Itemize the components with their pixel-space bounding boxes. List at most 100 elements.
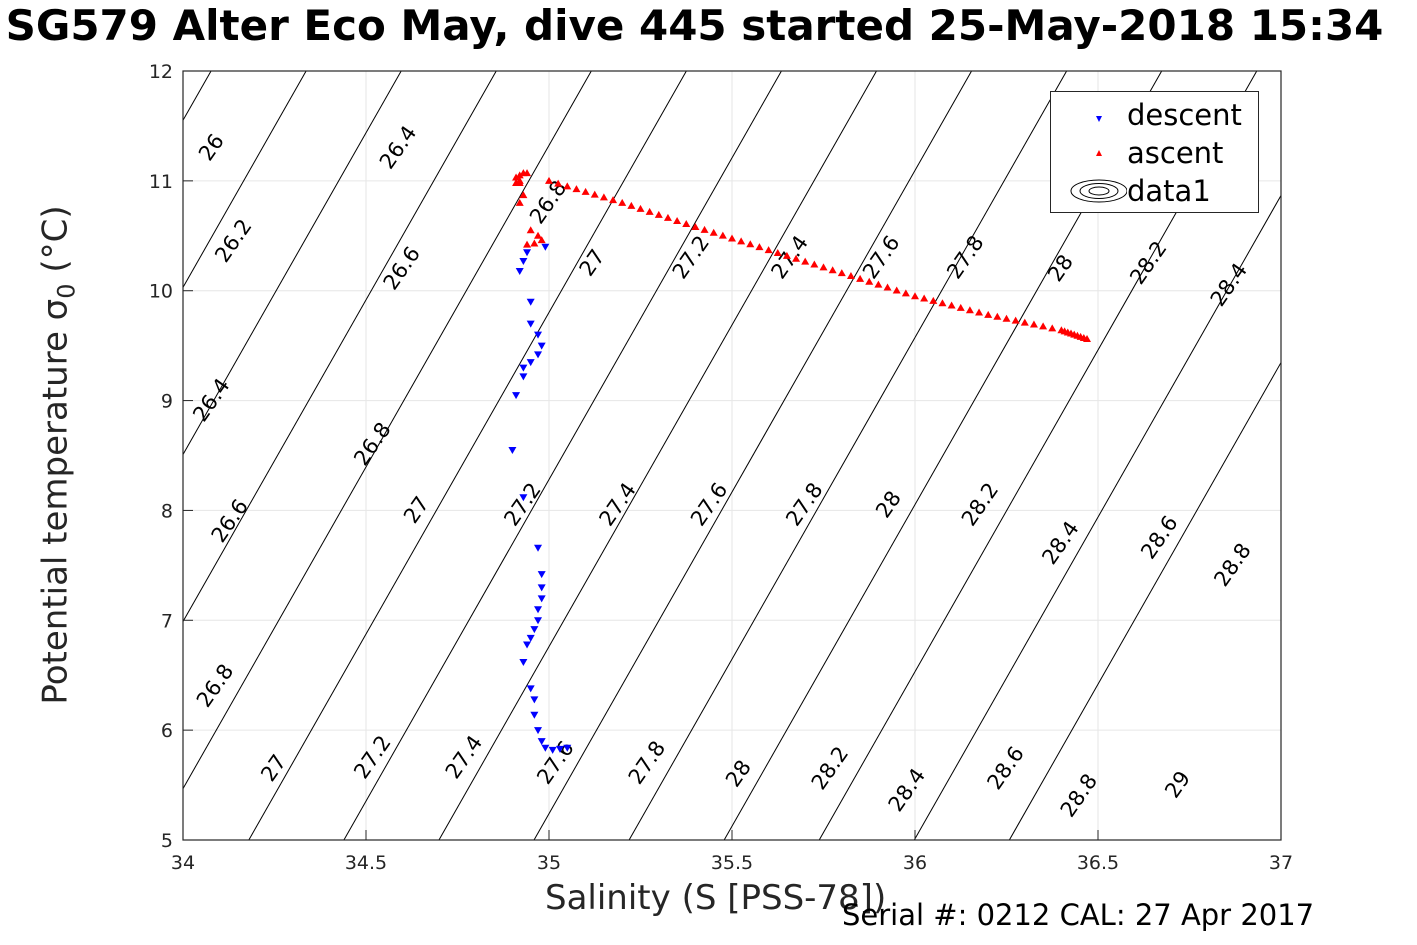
y-tick-label: 6 — [161, 720, 173, 742]
ascent-point — [700, 225, 709, 233]
density-contour-line — [182, 70, 212, 121]
ascent-point — [874, 280, 883, 288]
descent-point — [508, 447, 517, 455]
descent-point — [523, 641, 532, 649]
density-contour-line — [182, 70, 402, 455]
ascent-point — [682, 219, 691, 227]
ascent-point — [810, 260, 819, 268]
y-axis-ticks: 5 6 7 8 9 10 11 12 — [149, 61, 193, 852]
ascent-point — [627, 201, 636, 209]
ascent-point — [1011, 316, 1020, 324]
legend-label-descent: descent — [1127, 98, 1242, 132]
ascent-point — [512, 179, 521, 187]
density-contour-line — [533, 70, 972, 841]
ascent-point — [523, 240, 532, 248]
descent-point — [534, 606, 543, 614]
density-contour-line — [182, 70, 307, 288]
chart-title: SG579 Alter Eco May, dive 445 started 25… — [5, 1, 1384, 50]
ascent-point — [938, 299, 947, 307]
ascent-point — [519, 191, 528, 199]
descent-point — [534, 617, 543, 625]
y-tick-label: 8 — [161, 500, 173, 522]
legend-item-descent[interactable]: descent — [1051, 96, 1258, 134]
legend-item-data1[interactable]: data1 — [1051, 172, 1258, 210]
descent-point — [541, 243, 550, 251]
ascent-point — [819, 263, 828, 271]
descent-point — [548, 746, 557, 754]
legend[interactable]: descent ascent data1 — [1050, 91, 1259, 213]
x-tick-label: 37 — [1269, 852, 1293, 874]
legend-label-ascent: ascent — [1127, 136, 1224, 170]
density-contour-line — [343, 70, 782, 841]
density-contour-line — [913, 195, 1282, 841]
descent-point — [555, 745, 564, 753]
y-tick-label: 7 — [161, 610, 173, 632]
ascent-point — [581, 187, 590, 195]
serial-calibration-note: Serial #: 0212 CAL: 27 Apr 2017 — [842, 898, 1315, 932]
descent-point — [526, 634, 535, 642]
ascent-point — [1039, 322, 1048, 330]
y-axis-label: Potential temperature σ0 (°C) — [35, 205, 81, 705]
ascent-point — [892, 286, 901, 294]
ascent-point — [515, 171, 524, 179]
triangle-down-icon — [1096, 116, 1102, 122]
legend-item-ascent[interactable]: ascent — [1051, 134, 1258, 172]
ascent-point — [901, 289, 910, 297]
ascent-point — [512, 173, 521, 181]
ascent-point — [572, 185, 581, 193]
descent-point — [530, 626, 539, 634]
ascent-point — [654, 210, 663, 218]
ascent-point — [792, 254, 801, 262]
density-contour-line — [1008, 362, 1282, 841]
descent-point — [519, 364, 528, 372]
ascent-point — [636, 204, 645, 212]
descent-point — [537, 571, 546, 579]
ascent-point — [554, 179, 563, 187]
ascent-point — [856, 274, 865, 282]
ascent-point — [523, 169, 532, 177]
ascent-point — [746, 240, 755, 248]
y-tick-label: 9 — [161, 391, 173, 413]
ascent-point — [515, 198, 524, 206]
descent-point — [526, 359, 535, 367]
legend-label-data1: data1 — [1127, 174, 1211, 208]
descent-point — [519, 258, 528, 266]
ascent-point — [1048, 324, 1057, 332]
density-contour-line — [182, 70, 592, 789]
ascent-point — [965, 306, 974, 314]
ascent-point — [737, 237, 746, 245]
ascent-point — [782, 251, 791, 259]
ascent-point — [526, 226, 535, 234]
descent-point — [534, 544, 543, 552]
x-tick-label: 36 — [903, 852, 927, 874]
descent-point — [534, 331, 543, 339]
ascent-point — [728, 234, 736, 242]
y-tick-label: 12 — [149, 61, 173, 83]
ascent-point — [1020, 318, 1029, 326]
ascent-point — [1079, 333, 1088, 341]
descent-point — [526, 685, 535, 693]
density-contour-line — [438, 70, 877, 841]
x-tick-label: 34.5 — [345, 852, 387, 874]
ascent-point — [837, 269, 846, 277]
y-tick-label: 11 — [149, 171, 173, 193]
ascent-point — [718, 231, 727, 239]
ascent-point — [1029, 320, 1038, 328]
x-tick-label: 34 — [171, 852, 195, 874]
ascent-point — [993, 312, 1002, 320]
ascent-point — [773, 248, 782, 256]
ascent-point — [545, 176, 553, 184]
descent-point — [537, 342, 546, 350]
ascent-point — [537, 236, 546, 244]
ascent-point — [755, 243, 764, 251]
ascent-point — [920, 294, 929, 302]
descent-point — [530, 696, 539, 704]
ascent-point — [563, 182, 572, 190]
descent-point — [515, 267, 524, 275]
ascent-point — [929, 296, 938, 304]
descent-point — [530, 711, 539, 719]
x-tick-label: 35 — [537, 852, 561, 874]
x-tick-label: 36.5 — [1077, 852, 1119, 874]
ascent-point — [947, 301, 956, 309]
density-contours — [182, 70, 1282, 841]
